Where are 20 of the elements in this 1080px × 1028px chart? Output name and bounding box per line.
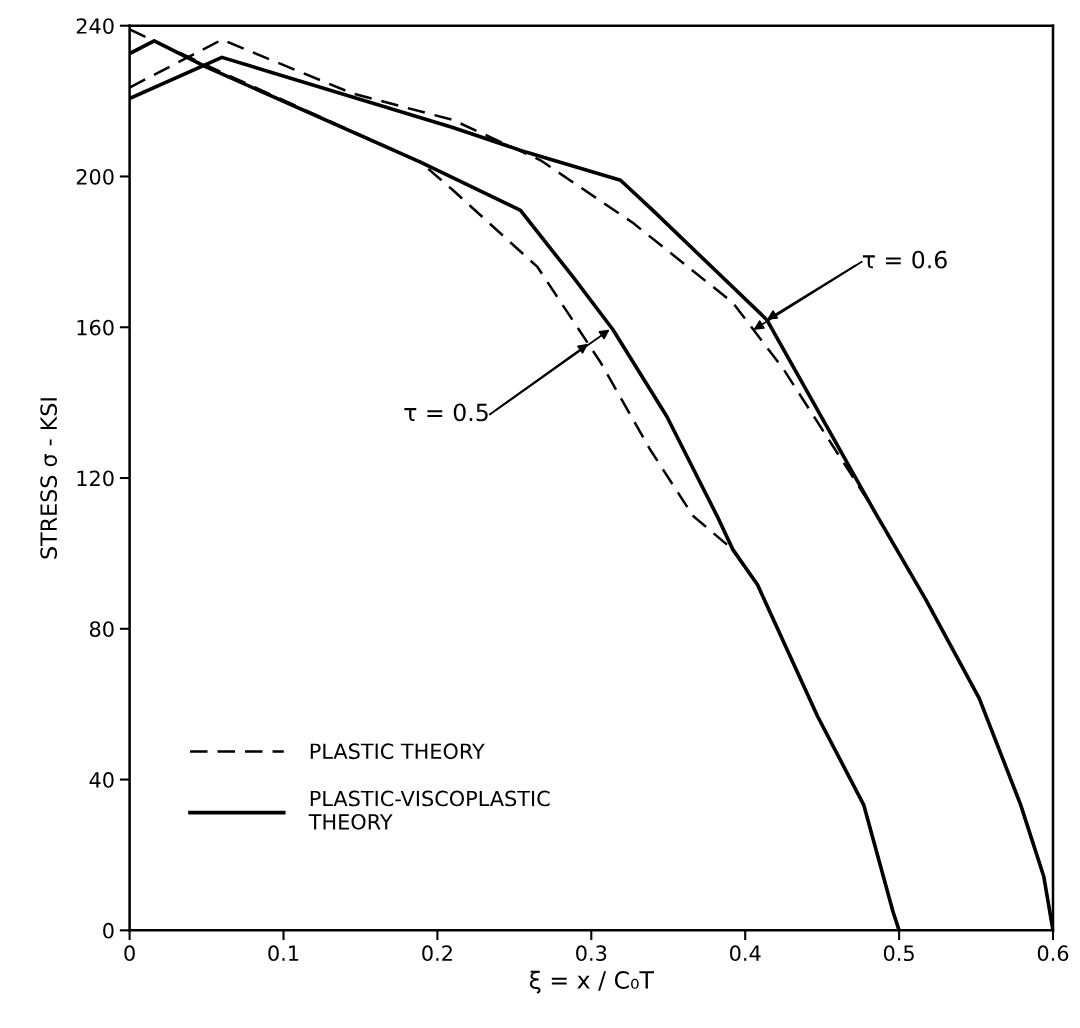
y-tick-label: 200 [76, 168, 114, 185]
x-tick-label: 0.3 [576, 945, 607, 962]
y-tick-label: 80 [89, 621, 114, 637]
y-tick-label: 120 [77, 470, 114, 487]
x-tick-label: 0.1 [268, 945, 299, 962]
x-tick-label: 0.6 [1037, 945, 1069, 962]
legend-label: PLASTIC-VISCOPLASTIC THEORY [308, 790, 550, 830]
x-tick-label: 0 [124, 945, 135, 962]
y-tick-label: 160 [77, 319, 114, 336]
x-tick-label: 0.5 [883, 945, 914, 962]
legend-label: PLASTIC THEORY [310, 743, 485, 760]
y-tick-label: 0 [103, 922, 114, 939]
x-tick-label: 0.4 [730, 945, 761, 962]
x-tick-label: 0.2 [422, 945, 452, 962]
y-tick-label: 240 [76, 18, 114, 34]
x-axis-title: ξ = x / C₀T [529, 970, 655, 994]
y-tick-label: 40 [89, 772, 114, 788]
y-axis-title: STRESS σ - KSI [40, 398, 58, 559]
annotation: τ = 0.5 [404, 403, 488, 422]
annotation: τ = 0.6 [862, 250, 947, 269]
